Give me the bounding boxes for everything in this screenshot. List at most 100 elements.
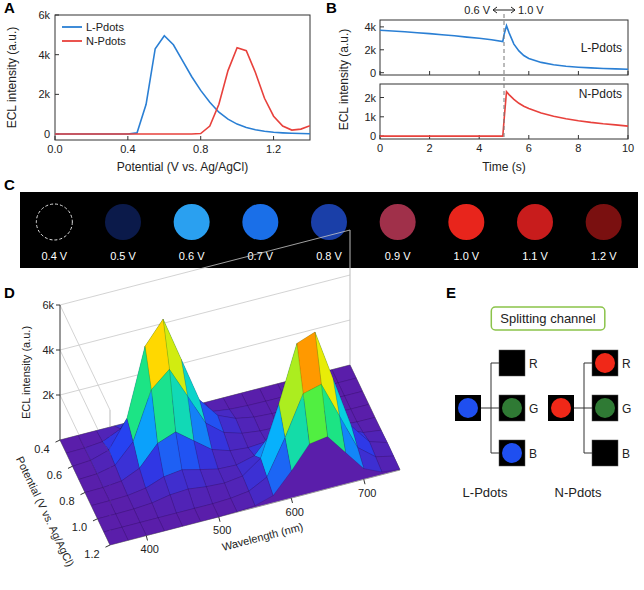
emission-spot	[517, 204, 553, 240]
emission-spot	[380, 204, 416, 240]
panel-letter: A	[4, 0, 15, 16]
x-tick-label: 0	[377, 142, 383, 154]
channel-spot	[502, 398, 522, 418]
panel-letter: C	[4, 176, 15, 193]
group-label: L-Pdots	[463, 485, 508, 500]
emission-spot	[242, 204, 278, 240]
potential-label: 1.2 V	[591, 250, 617, 262]
split-bracket	[574, 363, 584, 453]
panel-letter: D	[4, 284, 15, 301]
split-bracket	[481, 363, 491, 453]
series-line	[55, 48, 310, 134]
y-tick-label: 1.2	[84, 548, 99, 560]
channel-image	[592, 395, 618, 421]
channel-label: R	[529, 357, 538, 371]
panel-letter: E	[446, 284, 456, 301]
x-tick-label: 1.2	[266, 143, 281, 155]
emission-spot	[36, 204, 72, 240]
figure: ABCDE0.00.40.81.202k4k6kPotential (V vs.…	[0, 0, 644, 590]
x-tick-label: 500	[213, 524, 231, 536]
x-tick	[628, 135, 629, 139]
strip-background	[20, 192, 638, 268]
split-branch	[584, 363, 592, 364]
channel-label: B	[529, 447, 537, 461]
y-axis-title: ECL intensity (a.u.)	[5, 27, 19, 129]
x-tick-label: 4	[476, 142, 482, 154]
legend-swatch	[62, 40, 82, 42]
y-tick	[80, 493, 85, 495]
y-tick-label: 0.8	[59, 495, 74, 507]
y-tick-label: 2k	[364, 44, 376, 56]
emission-spot	[311, 204, 347, 240]
x-tick	[479, 71, 480, 75]
source-spot	[458, 398, 478, 418]
y-tick	[105, 545, 110, 547]
channel-image	[592, 350, 618, 376]
split-branch	[491, 363, 499, 364]
potential-label: 0.7 V	[247, 250, 273, 262]
diagram-title: Splitting channel	[500, 311, 596, 326]
y-tick	[68, 466, 73, 468]
potential-label: 1.0 V	[453, 250, 479, 262]
potential-label: 0.4 V	[41, 250, 67, 262]
source-image	[455, 395, 481, 421]
series-group	[380, 26, 628, 70]
x-tick-label: 0.0	[47, 143, 62, 155]
potential-label: 0.9 V	[385, 250, 411, 262]
switch-line	[504, 14, 505, 139]
x-tick-label: 400	[141, 543, 159, 555]
potential-label: 0.5 V	[110, 250, 136, 262]
x-tick	[364, 479, 365, 484]
x-tick-label: 6	[526, 142, 532, 154]
surface-cell	[267, 438, 291, 496]
legend-label: L-Pdots	[86, 21, 124, 33]
z-grid-line	[60, 230, 350, 410]
z-tick	[56, 395, 60, 396]
y-tick-label: 1k	[364, 111, 376, 123]
surface	[60, 319, 400, 545]
y-tick	[55, 440, 60, 442]
y-tick-label: 0	[370, 130, 376, 142]
x-tick-label: 0.8	[193, 143, 208, 155]
potential-label: 0.8 V	[316, 250, 342, 262]
channel-spot	[595, 443, 615, 463]
annotation: 0.6 V	[464, 4, 490, 16]
x-tick	[273, 136, 274, 140]
y-axis-title: Potential (V vs. Ag/AgCl)	[14, 454, 77, 568]
potential-label: 0.6 V	[179, 250, 205, 262]
source-image	[548, 395, 574, 421]
group-label: N-Pdots	[555, 485, 602, 500]
channel-spot	[595, 353, 615, 373]
y-tick-label: 4k	[364, 21, 376, 33]
z-tick-label: 2k	[42, 389, 54, 401]
series-line	[55, 36, 310, 134]
plot-frame	[55, 15, 310, 140]
split-branch	[584, 453, 592, 454]
y-tick	[380, 97, 384, 98]
series-group	[55, 36, 310, 134]
y-tick-label: 6k	[38, 9, 50, 21]
split-branch	[491, 408, 499, 409]
y-axis-title: ECL intensity (a.u.)	[337, 29, 351, 131]
x-tick	[146, 536, 147, 541]
channel-spot	[502, 353, 522, 373]
y-tick	[93, 519, 98, 521]
z-tick-label: 6k	[42, 299, 54, 311]
y-tick	[380, 26, 384, 27]
x-axis-title: Potential (V vs. Ag/AgCl)	[117, 160, 248, 174]
x-tick-label: 8	[575, 142, 581, 154]
title-box	[491, 307, 605, 330]
z-axis-title: ECL intensity (a.u.)	[20, 326, 32, 419]
series-label: N-Pdots	[579, 87, 622, 101]
x-tick	[219, 517, 220, 522]
x-tick	[528, 135, 529, 139]
x-tick	[578, 71, 579, 75]
y-tick-label: 2k	[38, 88, 50, 100]
channel-label: R	[622, 357, 631, 371]
emission-spot	[448, 204, 484, 240]
y-tick-label: 1.0	[72, 521, 87, 533]
emission-spot	[174, 204, 210, 240]
source-spot	[551, 398, 571, 418]
y-tick	[55, 15, 59, 16]
series-line	[380, 26, 628, 70]
